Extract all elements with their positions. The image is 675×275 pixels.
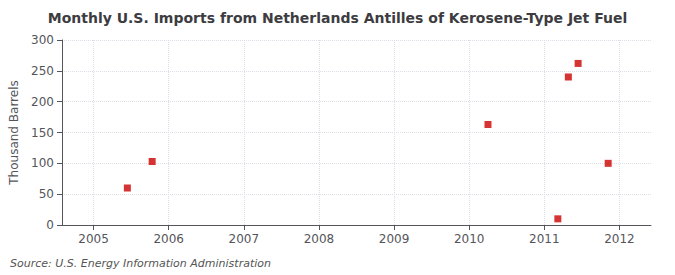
svg-text:2011: 2011 bbox=[529, 232, 560, 246]
svg-text:200: 200 bbox=[31, 95, 54, 109]
svg-text:0: 0 bbox=[46, 218, 54, 232]
svg-text:150: 150 bbox=[31, 126, 54, 140]
svg-text:Monthly U.S. Imports from Neth: Monthly U.S. Imports from Netherlands An… bbox=[48, 10, 628, 26]
svg-text:Source: U.S. Energy Informatio: Source: U.S. Energy Information Administ… bbox=[10, 257, 271, 270]
svg-text:250: 250 bbox=[31, 64, 54, 78]
svg-text:2007: 2007 bbox=[229, 232, 260, 246]
svg-text:2008: 2008 bbox=[304, 232, 335, 246]
svg-text:2006: 2006 bbox=[153, 232, 184, 246]
svg-text:50: 50 bbox=[39, 187, 54, 201]
svg-text:2009: 2009 bbox=[379, 232, 410, 246]
svg-text:300: 300 bbox=[31, 33, 54, 47]
svg-text:Thousand Barrels: Thousand Barrels bbox=[7, 80, 21, 185]
svg-text:100: 100 bbox=[31, 156, 54, 170]
svg-text:2010: 2010 bbox=[454, 232, 485, 246]
svg-text:2005: 2005 bbox=[78, 232, 109, 246]
svg-text:2012: 2012 bbox=[604, 232, 635, 246]
